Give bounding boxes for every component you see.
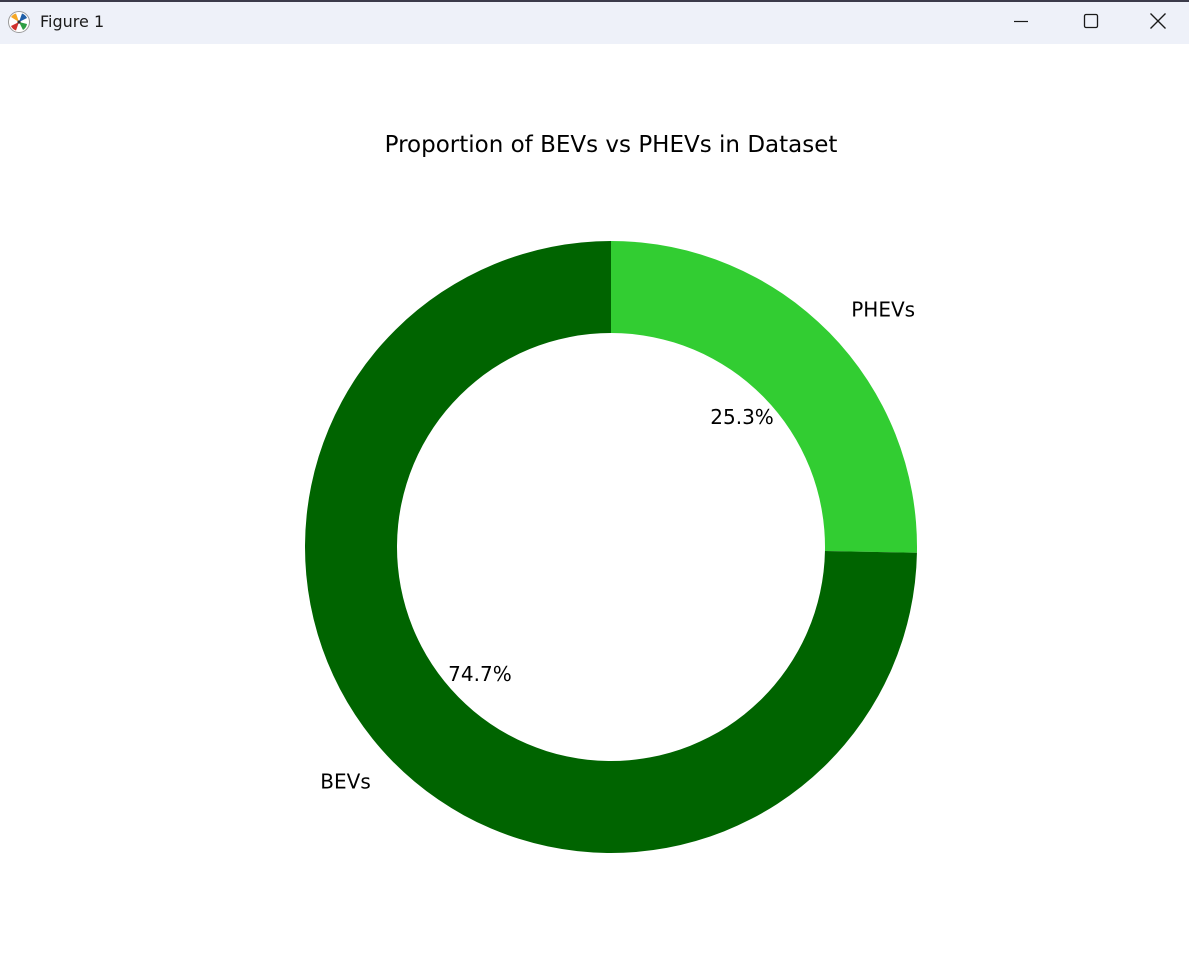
donut-chart: Proportion of BEVs vs PHEVs in Dataset P…: [304, 132, 917, 853]
maximize-icon: [1083, 13, 1099, 33]
donut-slices: [304, 241, 917, 853]
pct-label-phevs: 25.3%: [710, 405, 774, 429]
chart-title: Proportion of BEVs vs PHEVs in Dataset: [385, 132, 838, 158]
slice-bevs: [304, 241, 917, 853]
figure-canvas: Proportion of BEVs vs PHEVs in Dataset P…: [0, 44, 1189, 965]
title-bar[interactable]: Figure 1: [0, 2, 1189, 44]
window-title: Figure 1: [40, 12, 105, 31]
close-icon: [1149, 12, 1167, 34]
matplotlib-logo-icon: [7, 10, 31, 34]
pct-label-bevs: 74.7%: [448, 662, 512, 686]
minimize-icon: [1013, 13, 1029, 33]
close-button[interactable]: [1126, 2, 1189, 44]
minimize-button[interactable]: [986, 2, 1056, 44]
label-phevs: PHEVs: [851, 298, 915, 322]
slice-phevs: [611, 241, 917, 553]
slice-labels: PHEVs 25.3% BEVs 74.7%: [320, 298, 915, 794]
maximize-button[interactable]: [1056, 2, 1126, 44]
window-top-border: [0, 0, 1189, 2]
label-bevs: BEVs: [320, 769, 370, 793]
